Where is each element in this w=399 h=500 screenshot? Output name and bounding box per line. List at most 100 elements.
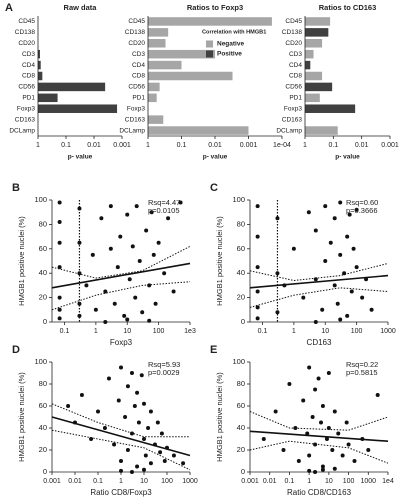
x-tick-label: 10 (321, 328, 329, 335)
y-tick-label: 60 (39, 401, 47, 410)
x-tick-label: 0.1 (177, 142, 187, 149)
point (166, 216, 171, 221)
y-tick-label: 40 (39, 423, 47, 432)
point (255, 289, 260, 294)
point (149, 210, 154, 215)
point (144, 228, 149, 233)
point (261, 437, 266, 441)
point (118, 234, 123, 239)
category-label: CD8 (132, 73, 145, 80)
point (115, 265, 120, 270)
annotation: Rsq=0.22 (346, 360, 378, 369)
y-tick-label: 100 (34, 195, 47, 204)
panel-letter: B (12, 182, 20, 194)
category-label: CD3 (22, 51, 35, 58)
point (77, 206, 82, 211)
point (326, 371, 331, 375)
bar (305, 60, 311, 70)
panel-letter: C (210, 182, 218, 194)
point (79, 393, 84, 397)
category-label: CD56 (18, 84, 35, 91)
bar (38, 104, 118, 113)
category-label: CD163 (125, 116, 146, 123)
point (66, 404, 71, 408)
point (57, 265, 62, 270)
category-label: Foxp3 (284, 105, 302, 112)
chart-title: Raw data (64, 3, 98, 12)
point (320, 467, 325, 472)
annotation: p=0.3666 (346, 206, 378, 215)
point (135, 464, 140, 469)
y-tick-label: 80 (39, 379, 47, 388)
x-tick-label: 0.001 (241, 478, 259, 485)
point (125, 448, 130, 452)
x-tick-label: 10 (123, 328, 131, 335)
legend-swatch (206, 40, 213, 48)
x-tick-label: 1000 (360, 478, 376, 485)
bar (38, 93, 58, 103)
point (57, 295, 62, 300)
y-tick-label: 0 (241, 317, 245, 326)
category-label: PD1 (22, 95, 35, 102)
point (310, 415, 315, 419)
point (99, 216, 104, 221)
y-tick-label: 0 (241, 467, 245, 476)
x-tick-label: 0.001 (381, 142, 399, 149)
point (307, 453, 312, 458)
bar (305, 28, 329, 37)
point (332, 409, 337, 414)
x-tick-label: 1 (36, 142, 40, 149)
x-tick-label: 100 (343, 478, 355, 485)
category-label: CD3 (289, 51, 302, 58)
point (123, 415, 128, 419)
point (77, 240, 82, 245)
y-tick-label: 100 (232, 357, 245, 366)
legend-label: Negative (217, 41, 244, 48)
y-tick-label: 0 (43, 317, 47, 326)
y-tick-label: 60 (237, 244, 245, 253)
y-tick-label: 40 (39, 268, 47, 277)
bar (148, 28, 169, 37)
point (171, 289, 176, 294)
point (323, 259, 328, 263)
point (345, 234, 350, 239)
point (137, 259, 142, 263)
x-tick-label: 100 (153, 328, 165, 335)
point (135, 390, 140, 395)
point (287, 382, 292, 386)
point (142, 437, 146, 441)
x-tick-label: 1e-04 (273, 142, 291, 149)
point (275, 216, 280, 221)
point (158, 450, 163, 455)
point (301, 295, 306, 300)
point (306, 210, 311, 215)
point (102, 426, 107, 430)
point (281, 448, 286, 452)
x-tick-label: 1 (303, 142, 307, 149)
point (122, 313, 127, 318)
point (146, 426, 151, 430)
point (291, 246, 296, 251)
category-label: PD1 (132, 95, 145, 102)
chart-title: Ratios to Foxp3 (187, 3, 243, 12)
point (351, 246, 356, 251)
point (178, 200, 183, 205)
point (320, 464, 325, 469)
point (305, 431, 310, 436)
point (313, 470, 318, 474)
bar (305, 39, 323, 48)
point (354, 207, 359, 212)
x-tick-label: 0.1 (285, 478, 295, 485)
point (366, 448, 371, 452)
y-tick-label: 80 (237, 219, 245, 228)
bar (305, 82, 333, 92)
bar (148, 39, 166, 48)
x-tick-label: 0.01 (355, 142, 369, 149)
annotation: p=0.0029 (148, 368, 180, 377)
x-tick-label: 0.01 (208, 142, 222, 149)
point (142, 467, 146, 472)
x-axis-label: p- value (68, 154, 93, 161)
annotation: Rsq=5.93 (148, 360, 180, 369)
point (275, 310, 280, 315)
